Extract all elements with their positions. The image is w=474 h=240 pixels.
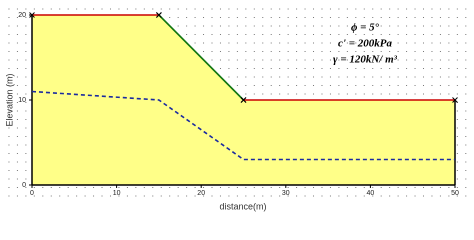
annotation: c' = 200kPa [338, 38, 392, 50]
water-table-line [31, 90, 455, 161]
y-tick-label: 0 [22, 182, 26, 189]
x-tick-label: 30 [282, 190, 290, 197]
vertex-marker [156, 12, 162, 18]
plot-area: 0 10 20 30 40 50 0 10 20 [18, 12, 459, 197]
x-tick-label: 50 [451, 190, 459, 197]
x-tick-label: 40 [367, 190, 375, 197]
surface-line [158, 14, 245, 101]
chart: 0 10 20 30 40 50 0 10 20 ϕ = 5° c' = 200kPa γ = … [4, 4, 470, 212]
vertex-marker [240, 97, 247, 103]
y-tick-label: 20 [18, 12, 26, 19]
x-tick-label: 10 [113, 190, 121, 197]
y-axis-label: Elevation (m) [4, 73, 14, 126]
annotation: ϕ = 5° [351, 22, 380, 34]
x-tick-label: 0 [30, 190, 34, 197]
annotation: γ = 120kN/ m³ [333, 54, 398, 66]
x-tick-label: 20 [197, 190, 205, 197]
vertex-marker [29, 12, 35, 18]
x-axis-label: distance(m) [219, 201, 266, 211]
y-tick-label: 10 [18, 97, 26, 104]
vertex-marker [452, 97, 458, 103]
